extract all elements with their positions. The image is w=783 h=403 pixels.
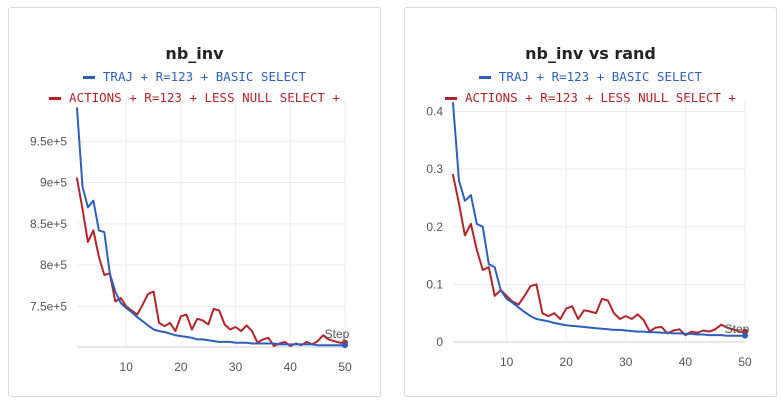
x-tick-label: 20 xyxy=(560,355,574,369)
series-end-point-1 xyxy=(742,332,748,339)
legend-label: TRAJ + R=123 + BASIC SELECT xyxy=(498,69,703,84)
line-chart-nb-inv[interactable]: 7.5e+5 8e+5 8.5e+5 9e+5 9.5e+5 10 20 30 40 50 Step xyxy=(9,8,382,398)
x-tick-label: 40 xyxy=(679,355,693,369)
y-tick-label: 9e+5 xyxy=(40,176,67,190)
legend-entry-series-1[interactable]: TRAJ + R=123 + BASIC SELECT xyxy=(405,69,776,84)
chart-panel-nb-inv: nb_inv TRAJ + R=123 + BASIC SELECT ACTIO… xyxy=(8,7,381,397)
series-line-1[interactable] xyxy=(76,107,346,347)
y-tick-label: 8e+5 xyxy=(40,258,67,272)
x-tick-label: 10 xyxy=(120,360,134,374)
x-tick-label: 20 xyxy=(174,360,188,374)
legend-label: ACTIONS + R=123 + LESS NULL SELECT + xyxy=(69,90,340,105)
legend-swatch-blue xyxy=(82,76,95,79)
x-tick-label: 30 xyxy=(619,355,633,369)
x-tick-label: 50 xyxy=(338,360,352,374)
chart-title: nb_inv xyxy=(165,44,224,63)
y-tick-label: 9.5e+5 xyxy=(30,134,67,148)
x-tick-label: 30 xyxy=(229,360,243,374)
series-line-2[interactable] xyxy=(76,177,346,347)
legend-swatch-red xyxy=(49,97,62,100)
line-chart-nb-inv-vs-rand[interactable]: 0 0.1 0.2 0.3 0.4 10 20 30 40 50 Step xyxy=(405,8,778,398)
legend-label: ACTIONS + R=123 + LESS NULL SELECT + xyxy=(465,90,736,105)
legend-swatch-red xyxy=(445,97,458,100)
y-tick-label: 0.3 xyxy=(426,162,443,176)
chart-title: nb_inv vs rand xyxy=(525,44,656,63)
legend-entry-series-2[interactable]: ACTIONS + R=123 + LESS NULL SELECT + xyxy=(9,90,380,105)
legend-entry-series-2[interactable]: ACTIONS + R=123 + LESS NULL SELECT + xyxy=(405,90,776,105)
y-tick-label: 8.5e+5 xyxy=(30,217,67,231)
chart-panel-nb-inv-vs-rand: nb_inv vs rand TRAJ + R=123 + BASIC SELE… xyxy=(404,7,777,397)
y-tick-label: 0.2 xyxy=(426,220,443,234)
y-tick-label: 0 xyxy=(436,335,443,349)
legend-label: TRAJ + R=123 + BASIC SELECT xyxy=(102,69,307,84)
y-tick-label: 0.1 xyxy=(426,277,443,291)
x-axis-label: Step xyxy=(725,322,750,336)
legend-entry-series-1[interactable]: TRAJ + R=123 + BASIC SELECT xyxy=(9,69,380,84)
x-tick-label: 40 xyxy=(284,360,298,374)
x-axis-label: Step xyxy=(325,327,350,341)
y-tick-label: 7.5e+5 xyxy=(30,299,67,313)
legend-swatch-blue xyxy=(478,76,491,79)
series-line-2[interactable] xyxy=(452,173,746,337)
series-line-1[interactable] xyxy=(452,101,746,337)
y-tick-label: 0.4 xyxy=(426,105,443,119)
series-end-point-1 xyxy=(342,342,348,349)
x-tick-label: 10 xyxy=(500,355,514,369)
x-tick-label: 50 xyxy=(738,355,752,369)
